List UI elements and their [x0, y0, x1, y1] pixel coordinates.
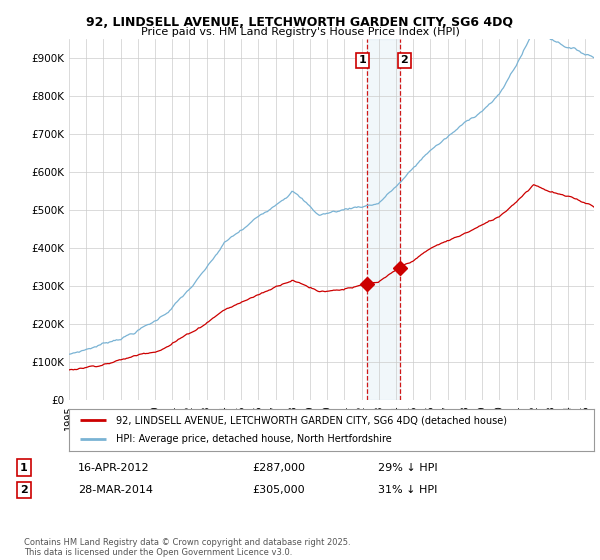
Text: Price paid vs. HM Land Registry's House Price Index (HPI): Price paid vs. HM Land Registry's House …: [140, 27, 460, 37]
Text: 16-APR-2012: 16-APR-2012: [78, 463, 149, 473]
Text: 1: 1: [20, 463, 28, 473]
Text: 92, LINDSELL AVENUE, LETCHWORTH GARDEN CITY, SG6 4DQ: 92, LINDSELL AVENUE, LETCHWORTH GARDEN C…: [86, 16, 514, 29]
Text: HPI: Average price, detached house, North Hertfordshire: HPI: Average price, detached house, Nort…: [116, 435, 392, 445]
Text: 2: 2: [20, 485, 28, 495]
Text: 2: 2: [401, 55, 409, 66]
Text: 29% ↓ HPI: 29% ↓ HPI: [378, 463, 437, 473]
Text: Contains HM Land Registry data © Crown copyright and database right 2025.
This d: Contains HM Land Registry data © Crown c…: [24, 538, 350, 557]
Text: 92, LINDSELL AVENUE, LETCHWORTH GARDEN CITY, SG6 4DQ (detached house): 92, LINDSELL AVENUE, LETCHWORTH GARDEN C…: [116, 415, 507, 425]
Text: £305,000: £305,000: [252, 485, 305, 495]
Text: 31% ↓ HPI: 31% ↓ HPI: [378, 485, 437, 495]
Text: 28-MAR-2014: 28-MAR-2014: [78, 485, 153, 495]
Bar: [367, 39, 400, 400]
Text: £287,000: £287,000: [252, 463, 305, 473]
Text: 1: 1: [358, 55, 366, 66]
